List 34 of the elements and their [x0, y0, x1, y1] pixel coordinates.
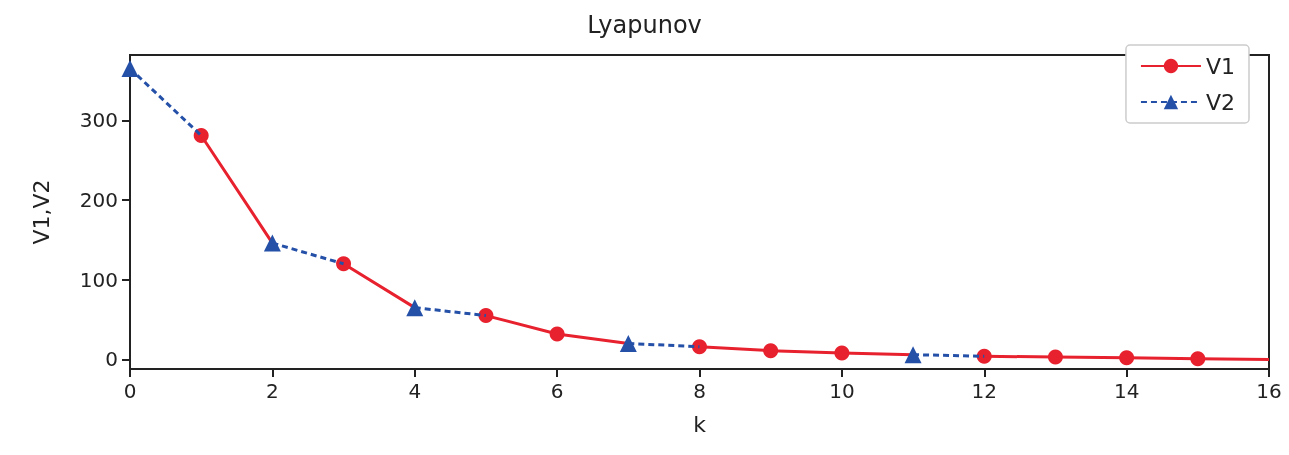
- y-tick-label: 300: [79, 108, 118, 133]
- x-tick-label: 16: [1256, 379, 1282, 403]
- x-tick-label: 2: [266, 379, 279, 403]
- legend-label: V1: [1205, 53, 1235, 79]
- point: [121, 60, 139, 78]
- point: [1119, 350, 1135, 366]
- point: [904, 346, 922, 364]
- x-tick-label: 12: [971, 379, 997, 403]
- point: [619, 335, 637, 352]
- point: [692, 339, 707, 355]
- point: [193, 128, 209, 143]
- chart-title: Lyapunov: [587, 11, 702, 39]
- x-tick-label: 14: [1113, 379, 1140, 403]
- point: [1190, 351, 1206, 367]
- point: [478, 308, 494, 324]
- x-axis-title: k: [693, 411, 707, 437]
- point: [263, 234, 281, 252]
- x-tick-label: 6: [550, 379, 564, 403]
- x-tick-label: 8: [693, 379, 706, 403]
- point: [549, 326, 565, 342]
- point: [834, 345, 850, 361]
- x-tick-label: 4: [408, 379, 422, 403]
- y-tick-label: 200: [79, 188, 118, 213]
- legend-label: V2: [1205, 89, 1235, 115]
- y-axis-title: V1,V2: [28, 179, 54, 245]
- y-tick-label: 0: [105, 347, 118, 372]
- point: [1047, 349, 1063, 365]
- point: [406, 299, 424, 317]
- x-tick-label: 10: [829, 379, 855, 403]
- x-tick-label: 0: [123, 379, 137, 403]
- point: [763, 343, 779, 359]
- y-tick-label: 100: [79, 267, 118, 292]
- point: [336, 256, 352, 272]
- point: [976, 348, 992, 364]
